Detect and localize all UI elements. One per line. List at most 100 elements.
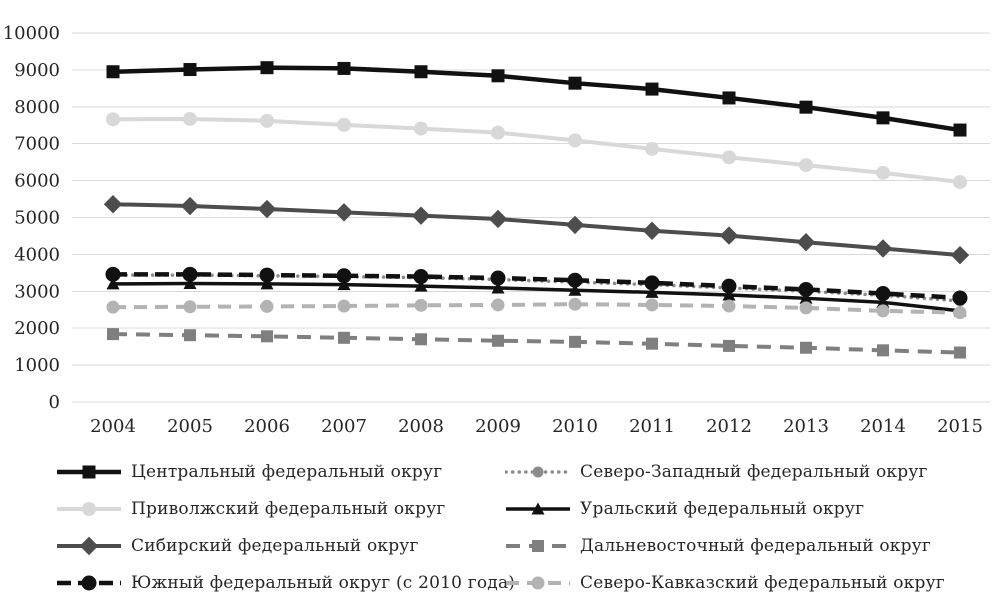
y-tick-label: 3000 (14, 281, 60, 302)
legend-label: Сибирский федеральный округ (131, 536, 419, 556)
x-tick-label: 2015 (937, 416, 983, 437)
diamond-marker-icon (411, 206, 431, 225)
series-line-2 (112, 116, 961, 185)
circle-marker-icon (490, 270, 506, 286)
y-tick-label: 0 (49, 392, 60, 413)
y-tick-label: 6000 (14, 171, 60, 192)
circle-marker-icon (491, 125, 505, 140)
square-marker-icon (260, 61, 274, 75)
circle-marker-icon (182, 266, 198, 282)
diamond-marker-icon (719, 226, 739, 245)
diamond-marker-icon (79, 536, 99, 556)
legend-item-1: Северо-Западный федеральный округ (505, 459, 966, 485)
triangle-marker-icon (260, 277, 274, 290)
legend-swatch-icon (57, 575, 121, 591)
x-tick-label: 2005 (167, 416, 213, 437)
triangle-marker-icon (337, 278, 351, 291)
circle-marker-icon (337, 117, 351, 132)
circle-marker-icon (259, 267, 275, 283)
x-tick-label: 2007 (321, 416, 367, 437)
legend-swatch-icon (57, 502, 121, 516)
x-tick-label: 2004 (90, 416, 136, 437)
series-2 (106, 111, 967, 190)
circle-marker-icon (568, 133, 582, 148)
triangle-marker-icon (568, 283, 582, 296)
x-tick-label: 2009 (475, 416, 521, 437)
circle-marker-icon (81, 575, 97, 591)
series-line-5 (112, 332, 961, 355)
square-marker-icon (646, 337, 658, 350)
y-tick-label: 9000 (14, 60, 60, 81)
square-marker-icon (415, 333, 427, 346)
y-tick-label: 2000 (14, 318, 60, 339)
x-tick-label: 2006 (244, 416, 290, 437)
square-marker-icon (877, 344, 889, 357)
y-tick-label: 4000 (14, 244, 60, 265)
circle-marker-icon (414, 298, 428, 312)
square-marker-icon (568, 76, 582, 90)
legend-swatch-icon (57, 465, 121, 479)
y-tick-label: 1000 (14, 355, 60, 376)
circle-marker-icon (645, 298, 659, 312)
legend-item-5: Дальневосточный федеральный округ (505, 533, 966, 559)
legend-label: Дальневосточный федеральный округ (580, 536, 932, 556)
legend-swatch-icon (506, 576, 570, 590)
diamond-marker-icon (950, 245, 970, 265)
square-marker-icon (953, 123, 967, 137)
x-tick-label: 2014 (860, 416, 906, 437)
x-tick-label: 2013 (783, 416, 829, 437)
diamond-marker-icon (257, 199, 277, 219)
circle-marker-icon (953, 306, 967, 320)
circle-marker-icon (722, 150, 736, 165)
circle-marker-icon (953, 175, 967, 190)
circle-marker-icon (721, 278, 737, 294)
triangle-marker-icon (491, 281, 505, 294)
circle-marker-icon (722, 299, 736, 313)
legend-item-2: Приволжский федеральный округ (56, 496, 505, 522)
square-marker-icon (492, 334, 504, 347)
square-marker-icon (723, 339, 735, 352)
y-tick-label: 7000 (14, 134, 60, 155)
circle-marker-icon (532, 466, 544, 478)
square-marker-icon (106, 65, 120, 79)
diamond-marker-icon (873, 239, 893, 258)
circle-marker-icon (531, 576, 545, 590)
triangle-marker-icon (106, 277, 120, 290)
series-4 (103, 195, 970, 265)
square-marker-icon (183, 63, 197, 77)
legend-item-0: Центральный федеральный округ (56, 459, 505, 485)
circle-marker-icon (183, 111, 197, 126)
circle-marker-icon (568, 297, 582, 311)
square-marker-icon (491, 69, 505, 83)
y-tick-label: 5000 (14, 208, 60, 229)
diamond-marker-icon (488, 209, 508, 229)
triangle-marker-icon (183, 277, 197, 290)
series-line-6 (113, 272, 961, 301)
circle-marker-icon (799, 301, 813, 315)
circle-marker-icon (875, 286, 891, 302)
square-marker-icon (414, 65, 428, 79)
y-tick-label: 8000 (14, 97, 60, 118)
diamond-marker-icon (642, 221, 662, 240)
triangle-marker-icon (531, 502, 545, 515)
square-marker-icon (184, 329, 196, 342)
series-5 (107, 328, 966, 359)
square-marker-icon (722, 91, 736, 105)
legend-label: Южный федеральный округ (с 2010 года) (131, 573, 516, 593)
square-marker-icon (645, 82, 659, 96)
x-tick-label: 2008 (398, 416, 444, 437)
circle-marker-icon (798, 281, 814, 297)
square-marker-icon (532, 540, 544, 552)
square-marker-icon (338, 331, 350, 344)
x-tick-label: 2012 (706, 416, 752, 437)
circle-marker-icon (183, 300, 197, 314)
legend-label: Уральский федеральный округ (580, 499, 865, 519)
square-marker-icon (337, 61, 351, 75)
diamond-marker-icon (103, 195, 123, 214)
series-line-0 (112, 65, 961, 133)
diamond-marker-icon (180, 196, 200, 216)
circle-marker-icon (260, 113, 274, 128)
circle-marker-icon (799, 158, 813, 173)
circle-marker-icon (876, 304, 890, 318)
